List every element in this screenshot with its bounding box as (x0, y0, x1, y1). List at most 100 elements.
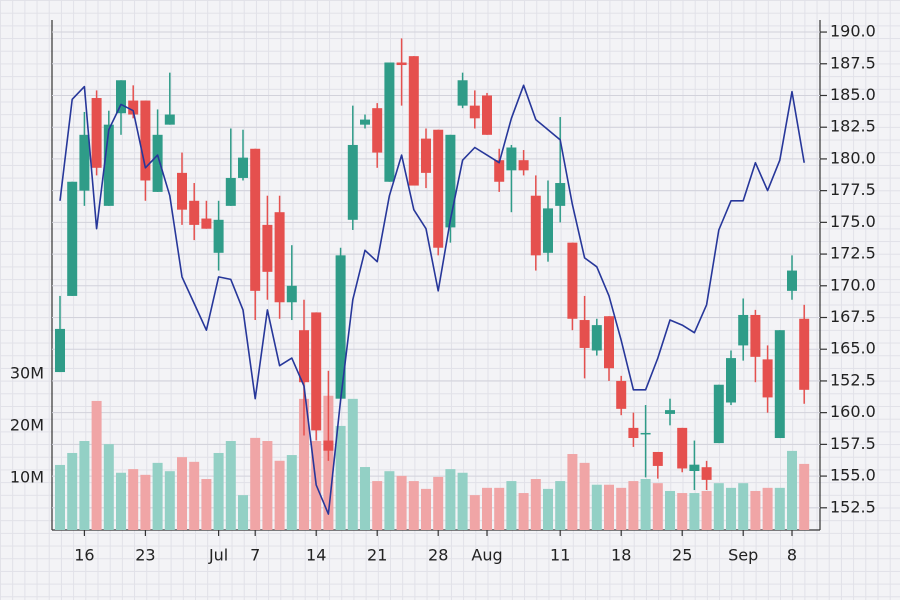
candle-body (604, 316, 614, 369)
volume-bar (543, 488, 553, 530)
volume-bar (140, 474, 151, 530)
volume-bar (323, 395, 334, 530)
volume-bar (762, 487, 773, 530)
y-tick-label: 175.0 (830, 212, 876, 231)
candle-body (738, 314, 749, 346)
candle-body (591, 325, 602, 351)
volume-bar (360, 467, 370, 530)
volume-bar (347, 398, 358, 530)
candle-body (494, 160, 505, 182)
candle-body (238, 157, 248, 178)
y-tick-label: 187.5 (830, 53, 876, 72)
x-tick-label: 25 (672, 546, 692, 565)
candle-body (213, 219, 224, 253)
volume-bar (701, 490, 712, 530)
candle-body (299, 330, 309, 383)
candle-body (506, 147, 517, 171)
volume-bar (79, 441, 90, 530)
volume-bar (164, 471, 175, 530)
candle-body (482, 95, 492, 135)
candle-body (262, 224, 273, 272)
candle-body (116, 80, 126, 114)
volume-bar (616, 487, 627, 530)
y-tick-label: 185.0 (830, 85, 876, 104)
volume-bar (457, 472, 468, 530)
volume-bar (250, 437, 261, 530)
candle-body (774, 330, 785, 439)
volume-bar (579, 462, 590, 530)
x-tick-label: 18 (611, 546, 631, 565)
volume-bar (372, 481, 383, 530)
candle-body (530, 195, 541, 256)
volume-bar (652, 483, 663, 530)
candle-body (579, 320, 590, 348)
x-tick-label: Jul (208, 546, 228, 565)
candle-body (152, 134, 163, 192)
volume-bar (262, 441, 273, 530)
candle-body (799, 318, 810, 390)
volume-bar (445, 469, 456, 530)
volume-bar (152, 462, 163, 530)
volume-bar (286, 455, 297, 530)
candle-body (701, 467, 712, 480)
x-tick-label: 16 (74, 546, 94, 565)
candle-body (518, 160, 529, 171)
volume-bar (689, 493, 700, 530)
candle-body (762, 359, 773, 398)
candles (55, 38, 810, 491)
volume-bar (774, 487, 785, 530)
candle-body (128, 100, 139, 115)
volume-bar (103, 444, 114, 530)
x-tick-label: 7 (250, 546, 260, 565)
candle-body (750, 314, 761, 357)
y-tick-label: 167.5 (830, 307, 876, 326)
y-tick-label: 165.0 (830, 339, 876, 358)
volume-bar (591, 484, 602, 530)
volume-bar (726, 487, 736, 530)
x-tick-label: 8 (787, 546, 797, 565)
candle-body (665, 410, 675, 414)
volume-bar (482, 487, 492, 530)
x-tick-label: Aug (471, 546, 502, 565)
volume-bar (469, 495, 480, 530)
y-tick-label: 157.5 (830, 434, 876, 453)
volume-bar (567, 454, 578, 530)
volume-bar (128, 469, 139, 530)
candle-body (433, 129, 444, 248)
x-tick-label: 14 (306, 546, 326, 565)
volume-bar (213, 452, 224, 530)
volume-bar (506, 481, 517, 530)
line-layer (59, 84, 805, 515)
candle-body (286, 285, 297, 303)
volume-bar (238, 495, 248, 530)
volume-bar (530, 479, 541, 530)
x-tick-label: 21 (367, 546, 387, 565)
y-tick-label: 182.5 (830, 117, 876, 136)
candle-body (103, 124, 114, 206)
candle-body (652, 451, 663, 466)
candle-body (445, 134, 456, 228)
volume-bar (640, 479, 651, 530)
candle-body (164, 114, 175, 125)
candle-body (347, 144, 358, 220)
volume-bar (116, 472, 126, 530)
y-tick-label: 190.0 (830, 22, 876, 41)
y2-tick-label: 30M (10, 363, 44, 382)
candle-body (396, 62, 407, 66)
y-tick-label: 177.5 (830, 180, 876, 199)
candle-body (726, 358, 736, 403)
y2-tick-label: 20M (10, 415, 44, 434)
volume-bar (604, 484, 614, 530)
volume-bar (408, 481, 419, 530)
y2-tick-label: 10M (10, 467, 44, 486)
candle-body (372, 108, 383, 153)
candle-body (55, 328, 65, 373)
volume-bar (713, 483, 724, 530)
candle-body (616, 380, 627, 409)
candle-body (91, 98, 102, 168)
volume-bar (750, 490, 761, 530)
volume-bar (494, 487, 505, 530)
candle-body (140, 100, 151, 181)
x-tick-label: 23 (135, 546, 155, 565)
